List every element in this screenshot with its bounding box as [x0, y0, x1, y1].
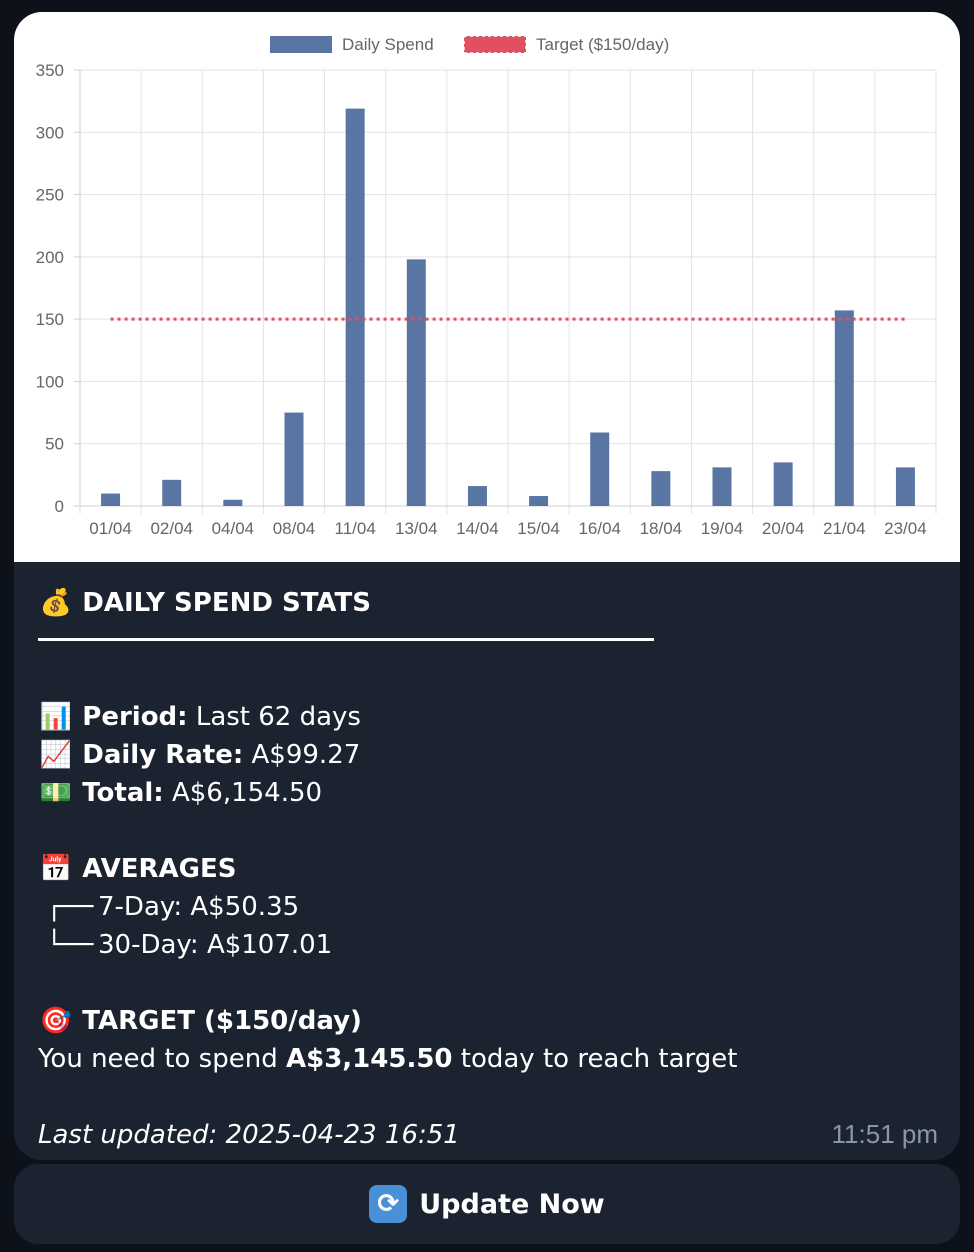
stats-title-row: 💰 DAILY SPEND STATS	[38, 586, 371, 620]
spend-chart: 0 50 100 150 200 250 300 350 01/04 02/04 04/04 08/0…	[14, 12, 960, 562]
bar	[651, 471, 671, 506]
x-tick-label: 13/04	[395, 519, 438, 538]
update-now-button[interactable]: ⟳ Update Now	[14, 1164, 960, 1244]
message-time: 11:51 pm	[831, 1119, 938, 1149]
y-tick-label: 100	[36, 372, 64, 391]
period-row: 📊 Period: Last 62 days	[38, 700, 361, 734]
total-value: A$6,154.50	[163, 778, 323, 808]
bar	[101, 493, 121, 506]
chart-svg: 0 50 100 150 200 250 300 350 01/04 02/04 04/04 08/0…	[36, 35, 937, 538]
bar	[895, 467, 915, 506]
legend-label-target: Target ($150/day)	[536, 35, 669, 54]
x-tick-label: 08/04	[273, 519, 316, 538]
x-tick-label: 19/04	[701, 519, 744, 538]
target-prefix: You need to spend	[38, 1044, 286, 1074]
bar	[467, 486, 487, 506]
y-tick-label: 350	[36, 61, 64, 80]
x-tick-label: 14/04	[456, 519, 499, 538]
x-tick-label: 16/04	[578, 519, 621, 538]
rate-label: Daily Rate:	[82, 740, 244, 770]
tree-branch-end: └──	[38, 930, 94, 960]
y-tick-label: 200	[36, 248, 64, 267]
money-bag-icon: 💰	[39, 588, 73, 618]
x-tick-label: 02/04	[150, 519, 193, 538]
x-tick-label: 18/04	[640, 519, 683, 538]
bar	[529, 496, 549, 506]
bar	[590, 432, 610, 506]
total-label: Total:	[82, 778, 164, 808]
x-tick-label: 21/04	[823, 519, 866, 538]
y-tick-label: 0	[55, 497, 64, 516]
period-value: Last 62 days	[187, 702, 361, 732]
x-tick-label: 23/04	[884, 519, 927, 538]
x-tick-label: 11/04	[335, 519, 376, 538]
bar	[834, 310, 854, 506]
bar-chart-icon: 📊	[39, 702, 73, 732]
averages-label: AVERAGES	[82, 854, 237, 884]
avg-30-value: 30-Day: A$107.01	[98, 930, 333, 960]
cash-icon: 💵	[39, 778, 73, 808]
avg-7-value: 7-Day: A$50.35	[98, 892, 300, 922]
rate-value: A$99.27	[243, 740, 361, 770]
target-icon: 🎯	[39, 1006, 73, 1036]
rate-row: 📈 Daily Rate: A$99.27	[38, 738, 360, 772]
target-amount: A$3,145.50	[285, 1044, 453, 1074]
target-text: You need to spend A$3,145.50 today to re…	[38, 1042, 737, 1076]
message-bubble: 0 50 100 150 200 250 300 350 01/04 02/04 04/04 08/0…	[14, 12, 960, 1160]
calendar-icon: 📅	[39, 854, 73, 884]
x-tick-label: 04/04	[212, 519, 255, 538]
legend-swatch-target	[463, 35, 527, 54]
total-row: 💵 Total: A$6,154.50	[38, 776, 322, 810]
refresh-icon: ⟳	[369, 1185, 408, 1223]
y-tick-label: 300	[36, 123, 64, 142]
y-tick-label: 50	[45, 435, 64, 454]
bar	[162, 479, 182, 506]
update-now-label: Update Now	[419, 1188, 605, 1220]
stats-title: DAILY SPEND STATS	[82, 588, 371, 618]
trend-up-icon: 📈	[39, 740, 73, 770]
period-label: Period:	[82, 702, 188, 732]
bar	[406, 259, 426, 506]
target-row: 🎯 TARGET ($150/day)	[38, 1004, 362, 1038]
averages-row: 📅 AVERAGES	[38, 852, 237, 886]
bar	[712, 467, 732, 506]
bar	[223, 499, 243, 506]
y-tick-label: 150	[36, 310, 64, 329]
legend-swatch-spend	[270, 36, 332, 53]
bar	[773, 462, 793, 506]
bar	[345, 108, 365, 507]
legend-label-spend: Daily Spend	[342, 35, 434, 54]
divider	[38, 638, 654, 641]
target-suffix: today to reach target	[452, 1044, 738, 1074]
last-updated: Last updated: 2025-04-23 16:51	[38, 1120, 460, 1150]
bar	[284, 412, 304, 506]
tree-branch: ┌──	[38, 892, 94, 922]
x-tick-label: 15/04	[517, 519, 560, 538]
avg-7-row: ┌── 7-Day: A$50.35	[38, 890, 299, 924]
target-label: TARGET ($150/day)	[82, 1006, 362, 1036]
x-tick-label: 01/04	[89, 519, 132, 538]
avg-30-row: └── 30-Day: A$107.01	[38, 928, 332, 962]
y-tick-label: 250	[36, 186, 64, 205]
x-tick-label: 20/04	[762, 519, 805, 538]
